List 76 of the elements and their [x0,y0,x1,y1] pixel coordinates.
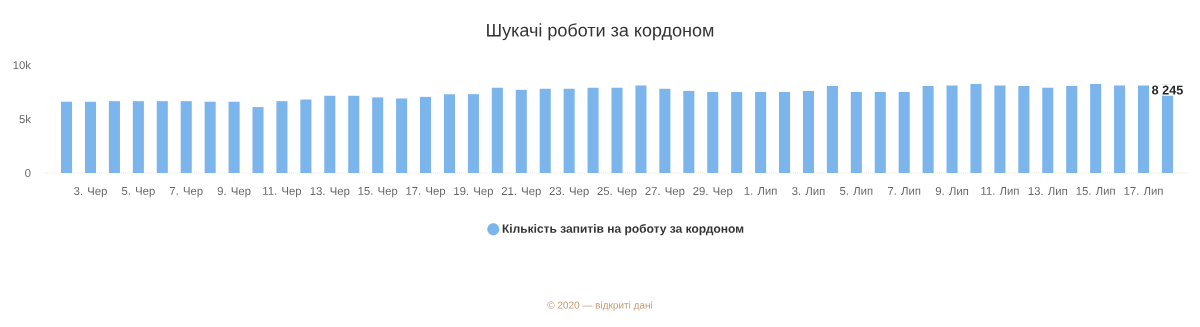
bar [563,88,575,173]
bar [635,85,647,173]
bar [276,101,288,173]
bar [802,90,814,173]
x-tick-label: 15. Лип [1076,187,1115,195]
bar [922,86,934,173]
x-tick-label: 15. Чер [358,187,398,198]
x-tick-label: 17. Чер [406,187,446,198]
data-label: 8 245 [1152,85,1183,95]
bar [156,101,168,173]
x-tick-label: 11. Лип [981,187,1019,195]
bar [970,83,982,173]
bar [396,98,408,173]
chart-title: Шукачі роботи за кордоном [487,23,714,41]
bar [443,94,456,173]
bar [204,101,216,173]
bar [1042,87,1054,173]
bar [1018,86,1030,173]
x-tick-label: 19. Чер [454,187,493,198]
bar [1090,83,1102,173]
bar [779,91,791,173]
legend-label: Кількість запитів на роботу за кордоном [502,223,744,236]
x-tick-label: 17. Лип [1124,187,1163,195]
x-tick-label: 21. Чер [501,187,541,198]
bar [348,95,360,173]
y-tick-label: 5k [19,114,31,124]
x-tick-label: 29. Чер [693,187,733,198]
x-tick-label: 5. Чер [121,187,155,198]
bar [491,87,503,173]
bar [180,101,192,173]
bar [515,89,527,173]
x-tick-label: 7. Чер [169,187,203,198]
bar [683,90,695,173]
x-tick-label: 13. Чер [310,187,350,198]
bar [659,88,671,173]
bar [826,86,838,173]
bar [108,101,120,173]
bar [1066,86,1078,173]
bar [755,91,767,173]
bar [587,87,599,173]
bar [731,91,743,173]
bar [252,107,264,173]
x-tick-label: 7. Лип [888,187,921,195]
bar [874,91,886,173]
x-tick-label: 3. Лип [792,187,825,196]
x-tick-label: 25. Чер [597,187,637,198]
bar [84,101,97,173]
bar [1137,85,1150,173]
bar [228,101,240,173]
bar [850,91,862,173]
bar [611,87,623,173]
bar [707,91,719,173]
bar [1114,85,1126,173]
bar [324,95,336,173]
y-tick-label: 0 [25,168,31,177]
bar [132,101,144,173]
x-tick-label: 9. Лип [935,187,969,196]
x-tick-label: 13. Лип [1028,187,1067,196]
bar [61,101,73,173]
bar [946,85,958,173]
bar [300,99,312,173]
bar [994,85,1006,173]
x-tick-label: 1. Лип [744,187,777,195]
bar [898,91,910,173]
bar [372,97,384,173]
bar [539,88,551,173]
x-tick-label: 9. Чер [217,187,251,198]
bar [420,96,432,173]
x-tick-label: 5. Лип [840,187,873,195]
bar [467,94,479,173]
x-tick-label: 3. Чер [74,187,107,198]
text: © 2020 — відкриті дані [547,301,653,311]
y-tick-label: 10k [13,60,31,70]
x-tick-label: 27. Чер [645,187,685,198]
x-tick-label: 11. Чер [263,187,302,198]
x-tick-label: 23. Чер [549,187,589,198]
